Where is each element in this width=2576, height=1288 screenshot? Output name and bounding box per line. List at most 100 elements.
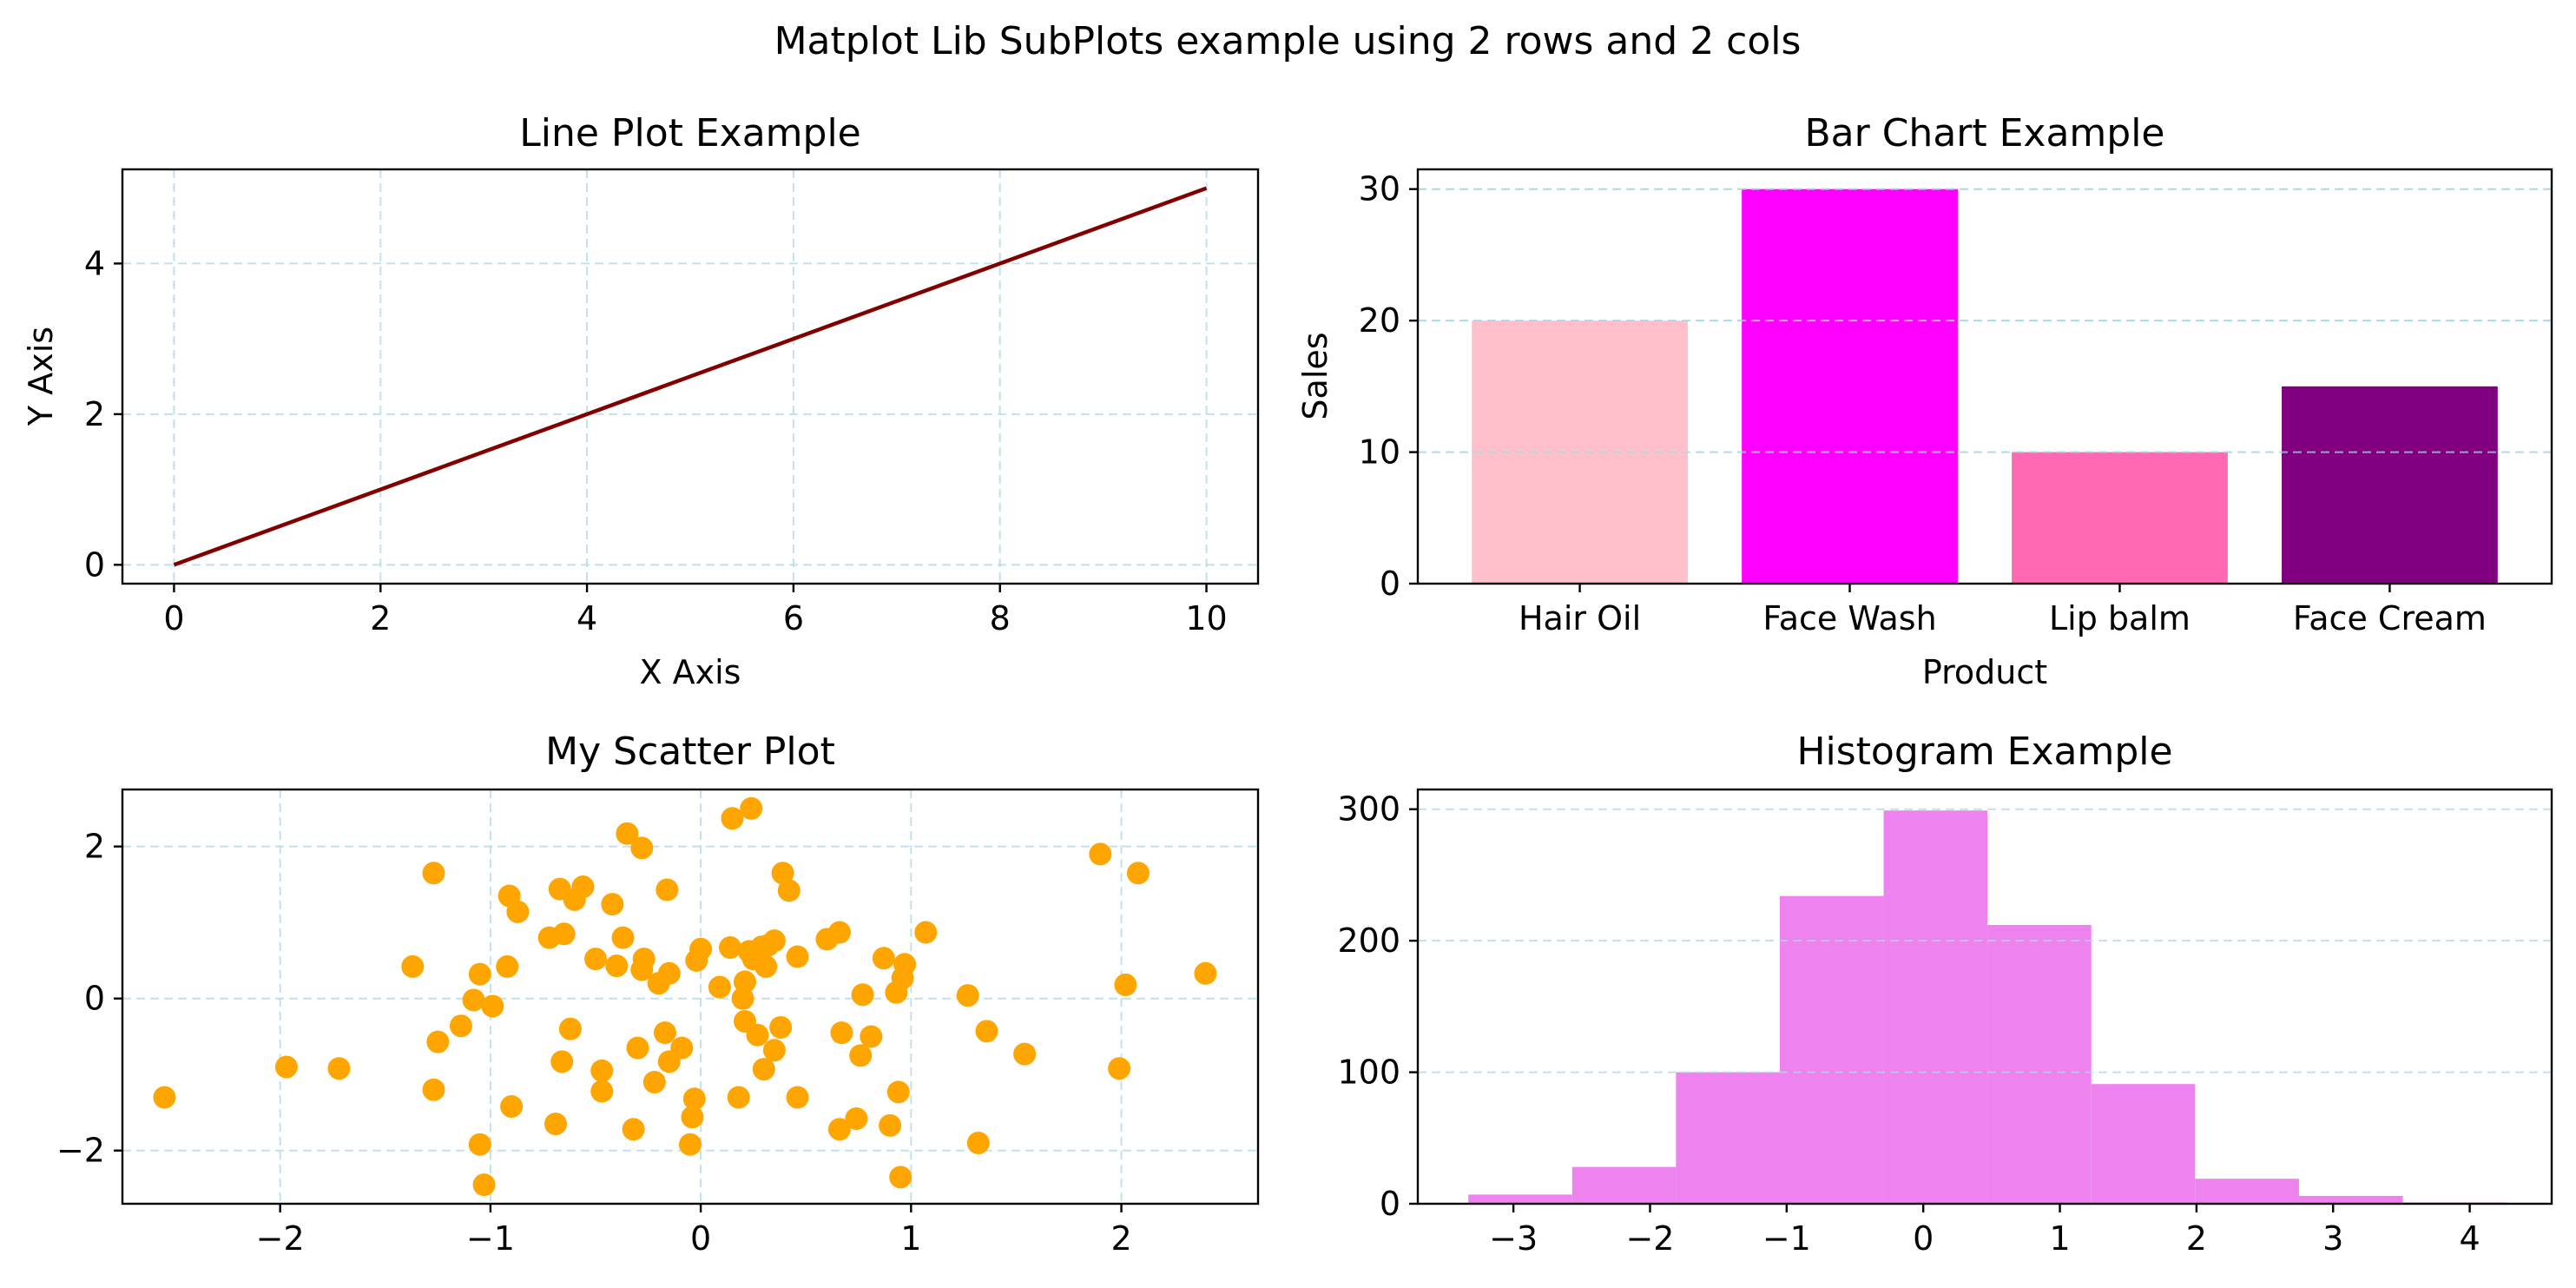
scatter-point bbox=[682, 1087, 706, 1111]
bar-chart-marks bbox=[1418, 188, 2552, 585]
scatter-point bbox=[721, 807, 744, 830]
scatter-point bbox=[771, 862, 794, 885]
scatter-point bbox=[656, 878, 679, 902]
histogram-panel: −3 −2 −1 0 1 2 3 4 0 100 200 300 Histogram Example bbox=[1337, 730, 2553, 1258]
histogram-bin bbox=[1779, 895, 1884, 1204]
scatter-point bbox=[327, 1057, 351, 1080]
x-tick-label: 2 bbox=[2186, 1219, 2207, 1258]
scatter-point bbox=[616, 822, 639, 845]
scatter-point bbox=[731, 987, 754, 1010]
scatter-point bbox=[727, 1086, 750, 1109]
histogram-bin bbox=[2195, 1179, 2299, 1204]
bar-chart-xlabel: Product bbox=[1922, 653, 2047, 691]
bar-chart-ticks: Hair Oil Face Wash Lip balm Face Cream 0 10 20… bbox=[1359, 170, 2487, 637]
x-tick-label: Face Wash bbox=[1762, 599, 1936, 637]
scatter-point bbox=[422, 862, 445, 885]
scatter-point bbox=[552, 922, 576, 946]
scatter-point bbox=[689, 937, 713, 961]
scatter-point bbox=[769, 1015, 793, 1039]
x-tick-label: 4 bbox=[2459, 1219, 2480, 1258]
scatter-plot-frame bbox=[121, 788, 1260, 1205]
histogram-bin bbox=[1571, 1166, 1677, 1204]
bar-chart-frame bbox=[1416, 168, 2553, 585]
y-tick-label: 0 bbox=[84, 980, 105, 1018]
y-tick-label: 200 bbox=[1337, 921, 1400, 960]
scatter-point bbox=[462, 988, 485, 1012]
histogram-frame bbox=[1416, 788, 2553, 1205]
scatter-point bbox=[657, 961, 681, 985]
histogram-bin bbox=[1676, 1072, 1780, 1204]
scatter-point bbox=[670, 1036, 694, 1060]
y-tick-label: 4 bbox=[84, 244, 105, 282]
scatter-point bbox=[1108, 1057, 1131, 1080]
scatter-point bbox=[653, 1021, 676, 1045]
scatter-point bbox=[733, 970, 756, 994]
line-plot-panel: 0 2 4 6 8 10 0 2 4 Line Plot Example X Axis Y Ax… bbox=[22, 111, 1260, 691]
y-tick-label: 0 bbox=[1380, 565, 1400, 603]
scatter-point bbox=[754, 954, 778, 978]
scatter-point bbox=[679, 1133, 702, 1156]
scatter-point bbox=[468, 962, 491, 986]
scatter-point bbox=[500, 1094, 524, 1118]
scatter-point bbox=[1126, 862, 1150, 885]
histogram-title: Histogram Example bbox=[1796, 730, 2172, 774]
y-tick-label: 2 bbox=[84, 828, 105, 866]
y-tick-label: 10 bbox=[1359, 433, 1400, 472]
x-tick-label: 1 bbox=[2049, 1219, 2070, 1258]
scatter-point bbox=[956, 984, 979, 1007]
scatter-point bbox=[1114, 973, 1137, 996]
scatter-point bbox=[886, 1080, 910, 1104]
scatter-plot-grid bbox=[122, 789, 1258, 1204]
x-tick-label: 0 bbox=[163, 599, 184, 637]
histogram-marks bbox=[1418, 808, 2552, 1205]
line-plot-marks bbox=[173, 186, 1208, 567]
scatter-point bbox=[752, 1058, 775, 1081]
histogram-bin bbox=[2298, 1195, 2403, 1204]
scatter-point bbox=[153, 1086, 176, 1109]
scatter-point bbox=[611, 926, 635, 949]
x-tick-label: −1 bbox=[466, 1219, 515, 1258]
figure-suptitle: Matplot Lib SubPlots example using 2 row… bbox=[774, 19, 1802, 63]
x-tick-label: −2 bbox=[1625, 1219, 1674, 1258]
scatter-point bbox=[845, 1106, 868, 1130]
scatter-point bbox=[849, 1044, 873, 1067]
y-tick-label: 300 bbox=[1337, 790, 1400, 829]
scatter-point bbox=[879, 1113, 902, 1137]
x-tick-label: 8 bbox=[990, 599, 1011, 637]
scatter-plot-panel: −2 −1 0 1 2 −2 0 2 My Scatter Plot bbox=[56, 730, 1260, 1258]
scatter-point bbox=[708, 975, 731, 999]
scatter-point bbox=[601, 893, 624, 916]
scatter-plot-ticks: −2 −1 0 1 2 −2 0 2 bbox=[56, 828, 1132, 1258]
y-tick-label: 20 bbox=[1359, 301, 1400, 340]
scatter-point bbox=[851, 983, 874, 1007]
scatter-point bbox=[422, 1078, 445, 1101]
scatter-point bbox=[872, 947, 895, 970]
y-tick-label: −2 bbox=[56, 1132, 105, 1170]
bar-chart-panel: Hair Oil Face Wash Lip balm Face Cream 0 10 20… bbox=[1296, 111, 2553, 691]
scatter-point bbox=[827, 1118, 851, 1141]
scatter-point bbox=[506, 900, 530, 923]
scatter-point bbox=[746, 1023, 769, 1047]
scatter-point bbox=[468, 1133, 491, 1156]
scatter-point bbox=[719, 936, 742, 960]
line-plot-ticks: 0 2 4 6 8 10 0 2 4 bbox=[84, 244, 1228, 637]
x-tick-label: 10 bbox=[1185, 599, 1227, 637]
bar-chart-ylabel: Sales bbox=[1296, 332, 1334, 419]
scatter-point bbox=[426, 1030, 450, 1054]
x-tick-label: 0 bbox=[690, 1219, 711, 1258]
bar bbox=[1742, 188, 1958, 584]
line-plot-ylabel: Y Axis bbox=[22, 327, 60, 426]
x-tick-label: Hair Oil bbox=[1519, 599, 1641, 637]
scatter-point bbox=[571, 875, 595, 899]
scatter-point bbox=[496, 954, 519, 978]
x-tick-label: −2 bbox=[256, 1219, 305, 1258]
scatter-point bbox=[274, 1055, 298, 1079]
scatter-point bbox=[1194, 961, 1217, 985]
scatter-point bbox=[558, 1017, 582, 1040]
scatter-point bbox=[550, 1050, 574, 1073]
scatter-point bbox=[590, 1080, 614, 1103]
scatter-point bbox=[449, 1014, 472, 1038]
y-tick-label: 30 bbox=[1359, 170, 1400, 208]
scatter-point bbox=[642, 1070, 666, 1093]
